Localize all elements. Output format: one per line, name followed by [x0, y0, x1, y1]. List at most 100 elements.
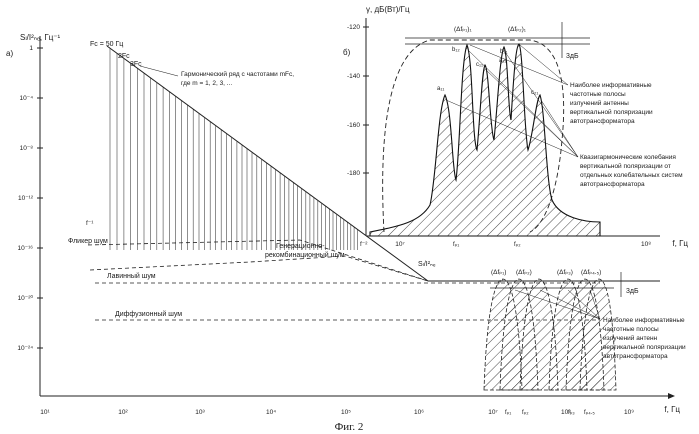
note-line: отдельных колебательных систем	[580, 171, 683, 179]
harmonic-series-lines	[109, 48, 358, 250]
gr-slope-label: f⁻²	[360, 241, 368, 248]
note-line: частотные полосы	[603, 326, 659, 333]
note-line: Квазигармонические колебания	[580, 153, 676, 161]
y-tick-label: 10⁻²⁰	[18, 294, 34, 302]
band-label: (Δfₚ₁)	[491, 269, 506, 276]
lower-band-peak	[579, 278, 617, 391]
band-label: (Δfₚ₂)	[516, 269, 532, 276]
flicker-noise-line	[87, 239, 429, 282]
diffusion-noise-label: Диффузионный шум	[115, 310, 182, 318]
freq-label: fₚ₄.₅	[584, 410, 595, 416]
gr-noise-line	[89, 255, 429, 282]
note-line: вертикальной поляризации от	[580, 162, 671, 170]
note-line: вертикальной поляризации	[570, 108, 653, 116]
figure-caption: Фиг. 2	[335, 421, 364, 433]
panel-b-band-labels: (Δfₚ₁)₁ (Δfₚ₂)₁	[454, 26, 527, 33]
lower-note-leaders	[514, 289, 601, 320]
note-line: вертикальной поляризации	[603, 343, 686, 351]
freq-label: fₚ₂	[522, 410, 529, 416]
fc-label: Fс = 50 Гц	[90, 41, 123, 48]
y-tick-label: -140	[347, 73, 360, 80]
x-tick-label: 10⁶	[414, 409, 424, 416]
lower-band-labels: (Δfₚ₁) (Δfₚ₂) (Δfₚ₃) (Δfₚ₄.₅)	[491, 269, 601, 276]
panel-a-label: а)	[6, 49, 13, 58]
x-tick-label: 10⁷	[395, 241, 405, 248]
harmonic-leader-line	[139, 65, 179, 77]
panel-b-spectrum	[369, 43, 601, 237]
lower-band-peaks	[483, 278, 617, 391]
band-label: (Δfₚ₁)₁	[454, 26, 472, 33]
lower-freq-labels: fₚ₁ fₚ₂ fₚ₃ fₚ₄.₅	[505, 410, 595, 416]
note-line: частотные полосы	[570, 91, 626, 98]
x-tick-label: 10⁵	[341, 409, 351, 416]
note-line: автотрансформатора	[580, 181, 645, 188]
x-tick-label: 10³	[195, 409, 205, 416]
y-tick-label: 10⁻⁸	[20, 145, 34, 152]
note-line: излучений антенны	[570, 99, 629, 107]
band-label: (Δfₚ₂)₁	[508, 26, 527, 33]
harmonic-text-2: где m = 1, 2, 3, ...	[181, 80, 232, 87]
note-line: излучений антенн	[603, 334, 658, 342]
y-tick-label: -120	[347, 24, 360, 31]
panel-b-note-leaders	[445, 44, 579, 158]
panel-b-dashed-envelope	[382, 39, 565, 233]
panel-a: а) Sₗ/I²ₙₑ, Гц⁻¹ 1 10⁻⁴ 10⁻⁸ 10⁻¹² 10⁻¹⁶…	[6, 33, 686, 416]
y-tick-label: -160	[347, 122, 360, 129]
panel-a-x-arrow	[668, 393, 675, 399]
harmonic-text-1: Гармонический ряд с частотами mFс,	[181, 70, 294, 78]
panel-b-peak-labels: a₁₁ b₁₂ c₁₁ a₂₁ b₂₁ c₂₁	[437, 47, 538, 96]
harmonic-envelope-line	[106, 45, 429, 282]
y-tick-label: 10⁻¹²	[18, 195, 34, 202]
x-tick-label: 10⁸	[561, 409, 571, 416]
peak-label: b₁₂	[452, 47, 460, 53]
note-line: автотрансформатора	[570, 118, 635, 125]
x-tick-label: 10⁸	[641, 241, 651, 248]
gr-noise-label-1: Генерационно-	[276, 243, 325, 250]
y-tick-label: 10⁻²⁴	[17, 345, 33, 352]
freq-label: fₚ₃	[568, 410, 575, 416]
flicker-slope-label: f⁻¹	[86, 220, 94, 227]
panel-b-note-1: Наиболее информативные частотные полосы …	[570, 81, 653, 125]
note-line: Наиболее информативные	[570, 81, 652, 89]
panel-b-x-ticks: 10⁷ 10⁸ f, Гц fₚ₁ fₚ₂	[395, 239, 688, 248]
x-tick-label: 10⁷	[488, 409, 498, 416]
panel-b-x-axis-label: f, Гц	[672, 239, 688, 248]
panel-b-db-label: 3дБ	[566, 53, 579, 60]
freq-label: fₚ₂	[514, 242, 521, 248]
y-tick-label: 10⁻⁴	[20, 95, 34, 102]
flicker-noise-label: Фликер шум	[68, 238, 108, 245]
panel-a-y-ticks: 1 10⁻⁴ 10⁻⁸ 10⁻¹² 10⁻¹⁶ 10⁻²⁰ 10⁻²⁴	[17, 45, 43, 352]
x-tick-label: 10²	[118, 409, 128, 416]
x-tick-label: 10⁴	[266, 409, 276, 416]
freq-label: fₚ₁	[505, 410, 511, 416]
y-tick-label: 10⁻¹⁶	[17, 245, 33, 252]
peak-label: c₂₁	[531, 90, 538, 96]
sj-label: Sₗ/I²ₙₑ	[418, 261, 436, 268]
note-line: Наиболее информативные	[603, 316, 685, 324]
panel-a-x-axis-label: f, Гц	[664, 405, 680, 414]
panel-b-label: б)	[343, 48, 351, 57]
band-label: (Δfₚ₃)	[557, 269, 573, 276]
note-line: автотрансформатора	[603, 353, 668, 360]
panel-b-note-2: Квазигармонические колебания вертикально…	[580, 153, 683, 188]
lower-db-label: 3дБ	[626, 288, 639, 295]
panel-a-x-ticks: 10¹ 10² 10³ 10⁴ 10⁵ 10⁶ 10⁷ 10⁸ 10⁹ f, Г…	[40, 405, 680, 416]
lower-note: Наиболее информативные частотные полосы …	[603, 316, 686, 360]
band-label: (Δfₚ₄.₅)	[581, 269, 601, 276]
freq-label: fₚ₁	[453, 242, 459, 248]
peak-label: b₂₁	[500, 49, 508, 55]
gr-noise-label-2: рекомбинационный шум	[265, 251, 345, 259]
y-tick-label: 1	[29, 45, 33, 52]
x-tick-label: 10⁹	[624, 409, 634, 416]
y-tick-label: -180	[347, 170, 360, 177]
panel-b-y-ticks: -120 -140 -160 -180	[347, 24, 369, 177]
harmonic-2-label: 2Fс	[118, 53, 130, 60]
avalanche-noise-label: Лавинный шум	[107, 272, 156, 280]
peak-label: c₁₁	[476, 62, 483, 68]
peak-label: a₂₁	[499, 58, 507, 64]
peak-label: a₁₁	[437, 86, 444, 92]
harmonic-3-label: 3Fс	[130, 61, 142, 68]
panel-b-y-axis-label: γ, дБ(Вт)/Гц	[366, 5, 410, 14]
panel-b: б) γ, дБ(Вт)/Гц -120 -140 -160 -180 10⁷ …	[343, 5, 688, 248]
